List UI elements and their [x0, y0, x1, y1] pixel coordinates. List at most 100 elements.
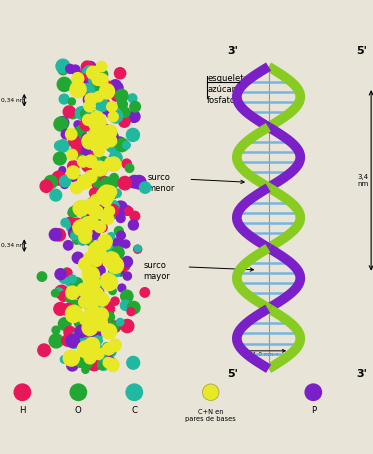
- Circle shape: [103, 204, 115, 217]
- Text: esqueleto
azúcar
fosfato: esqueleto azúcar fosfato: [207, 74, 249, 105]
- Circle shape: [93, 161, 107, 176]
- Circle shape: [96, 329, 104, 337]
- Circle shape: [85, 271, 95, 280]
- Circle shape: [90, 114, 98, 122]
- Circle shape: [113, 137, 126, 151]
- Circle shape: [106, 157, 121, 171]
- Circle shape: [71, 233, 78, 240]
- Circle shape: [51, 290, 59, 297]
- Circle shape: [102, 183, 111, 192]
- Circle shape: [81, 217, 93, 229]
- Circle shape: [116, 318, 124, 326]
- Circle shape: [126, 384, 142, 400]
- Circle shape: [92, 76, 104, 89]
- Circle shape: [95, 278, 105, 288]
- Circle shape: [130, 211, 140, 221]
- Circle shape: [82, 320, 98, 336]
- Circle shape: [119, 116, 130, 127]
- Circle shape: [120, 320, 134, 333]
- Circle shape: [98, 101, 111, 114]
- Circle shape: [81, 84, 95, 98]
- Circle shape: [109, 151, 122, 164]
- Circle shape: [85, 66, 93, 74]
- Circle shape: [105, 135, 117, 147]
- Circle shape: [64, 269, 72, 276]
- Circle shape: [113, 249, 122, 258]
- Circle shape: [94, 146, 104, 157]
- Circle shape: [93, 348, 104, 360]
- Circle shape: [98, 223, 107, 232]
- Circle shape: [107, 257, 123, 273]
- Circle shape: [89, 126, 103, 140]
- Circle shape: [140, 288, 150, 297]
- Circle shape: [98, 235, 112, 248]
- Circle shape: [79, 314, 90, 325]
- Circle shape: [95, 287, 104, 296]
- Circle shape: [90, 188, 100, 198]
- Circle shape: [94, 308, 108, 322]
- Circle shape: [40, 180, 53, 192]
- Circle shape: [87, 305, 99, 316]
- Circle shape: [96, 248, 106, 258]
- Circle shape: [87, 227, 100, 240]
- Circle shape: [118, 284, 126, 292]
- Circle shape: [103, 99, 109, 106]
- Circle shape: [77, 74, 88, 85]
- Circle shape: [203, 384, 219, 400]
- Circle shape: [59, 291, 69, 301]
- Circle shape: [100, 302, 115, 316]
- Circle shape: [74, 121, 81, 128]
- Circle shape: [116, 265, 126, 276]
- Text: surco
menor: surco menor: [147, 173, 175, 193]
- Circle shape: [120, 300, 131, 311]
- Text: 3': 3': [356, 369, 367, 379]
- Text: C+N en
pares de bases: C+N en pares de bases: [185, 409, 236, 422]
- Circle shape: [96, 61, 107, 72]
- Circle shape: [68, 149, 76, 156]
- Circle shape: [93, 92, 104, 102]
- Circle shape: [54, 117, 68, 131]
- Circle shape: [98, 361, 106, 370]
- Circle shape: [118, 177, 132, 190]
- Circle shape: [95, 266, 105, 276]
- Circle shape: [112, 83, 123, 93]
- Circle shape: [97, 134, 111, 148]
- Circle shape: [107, 322, 118, 333]
- Circle shape: [115, 68, 126, 79]
- Circle shape: [66, 293, 75, 302]
- Circle shape: [38, 344, 50, 356]
- Circle shape: [79, 231, 91, 243]
- Circle shape: [103, 343, 110, 350]
- Circle shape: [84, 155, 97, 168]
- Circle shape: [98, 185, 115, 202]
- Circle shape: [90, 205, 103, 219]
- Circle shape: [94, 164, 106, 177]
- Circle shape: [81, 354, 95, 367]
- Circle shape: [91, 93, 102, 104]
- Circle shape: [63, 106, 75, 118]
- Circle shape: [94, 201, 101, 208]
- Circle shape: [96, 188, 113, 205]
- Circle shape: [89, 287, 104, 302]
- Circle shape: [130, 101, 141, 112]
- Circle shape: [91, 201, 103, 213]
- Circle shape: [63, 350, 79, 366]
- Text: 3': 3': [228, 45, 239, 55]
- Circle shape: [79, 296, 91, 308]
- Circle shape: [85, 215, 95, 224]
- Circle shape: [110, 321, 121, 332]
- Circle shape: [107, 131, 118, 142]
- Text: 3,4
nm: 3,4 nm: [357, 174, 369, 187]
- Circle shape: [77, 341, 94, 358]
- Circle shape: [61, 129, 70, 139]
- Circle shape: [83, 93, 96, 106]
- Circle shape: [84, 100, 95, 112]
- Circle shape: [82, 211, 91, 221]
- Circle shape: [90, 127, 105, 143]
- Circle shape: [67, 166, 80, 179]
- Circle shape: [90, 254, 103, 266]
- Circle shape: [86, 338, 96, 349]
- Circle shape: [84, 308, 97, 321]
- Circle shape: [87, 94, 98, 104]
- Circle shape: [106, 139, 120, 153]
